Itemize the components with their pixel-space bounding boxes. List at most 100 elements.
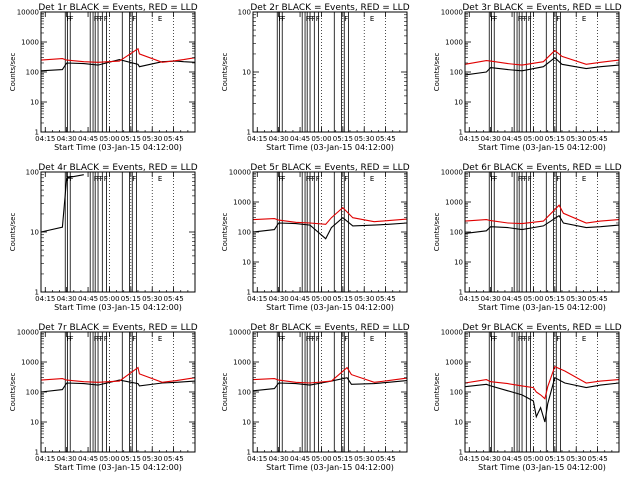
y-axis-label: Counts/sec — [433, 53, 441, 92]
x-tick-label: 04:15 — [459, 135, 479, 143]
y-tick-label: 10 — [30, 419, 39, 427]
y-tick-label: 1000 — [445, 359, 463, 367]
x-tick-label: 05:30 — [142, 455, 162, 463]
x-tick-label: 04:30 — [269, 135, 289, 143]
y-tick-label: 10 — [242, 419, 251, 427]
x-axis-label: Start Time (03-Jan-15 04:12:00) — [266, 303, 394, 312]
flag-letter: F — [344, 15, 348, 23]
y-tick-label: 10 — [242, 259, 251, 267]
y-tick-label: 10 — [30, 99, 39, 107]
x-tick-label: 05:15 — [333, 295, 353, 303]
y-tick-label: 100 — [238, 389, 251, 397]
y-tick-label: 100 — [450, 389, 463, 397]
flag-letter: F — [311, 15, 315, 23]
x-tick-label: 05:15 — [121, 135, 141, 143]
flag-letter: F — [306, 335, 310, 343]
flag-letter: F — [528, 335, 532, 343]
flag-letter: F — [494, 335, 498, 343]
x-tick-label: 05:30 — [142, 295, 162, 303]
x-tick-label: 04:15 — [459, 455, 479, 463]
events-series-line — [40, 174, 84, 233]
flag-letter: F — [97, 175, 101, 183]
flag-letter: F — [132, 15, 136, 23]
x-tick-label: 05:45 — [376, 455, 396, 463]
x-tick-label: 04:45 — [290, 135, 310, 143]
flag-letter: F — [94, 15, 98, 23]
x-tick-label: 04:45 — [78, 295, 98, 303]
y-axis-label: Counts/sec — [433, 213, 441, 252]
flag-letter: E — [158, 335, 162, 343]
x-tick-label: 04:45 — [78, 455, 98, 463]
x-tick-label: 05:30 — [354, 135, 374, 143]
panel-title: Det 5r BLACK = Events, RED = LLD — [250, 163, 409, 173]
flag-letter: F — [132, 335, 136, 343]
panel-title: Det 7r BLACK = Events, RED = LLD — [38, 323, 197, 333]
y-tick-label: 10000 — [17, 9, 39, 17]
x-tick-label: 05:00 — [523, 135, 543, 143]
panel-title: Det 4r BLACK = Events, RED = LLD — [38, 163, 197, 173]
y-tick-label: 1 — [35, 449, 39, 457]
x-tick-label: 05:15 — [121, 455, 141, 463]
panel-title: Det 6r BLACK = Events, RED = LLD — [462, 163, 621, 173]
x-tick-label: 05:00 — [99, 295, 119, 303]
y-tick-label: 1000 — [21, 359, 39, 367]
x-tick-label: 05:45 — [588, 295, 608, 303]
flag-letter: F — [309, 15, 313, 23]
x-tick-label: 04:30 — [57, 455, 77, 463]
x-tick-label: 04:15 — [459, 295, 479, 303]
flag-letter: F — [491, 175, 495, 183]
y-tick-label: 1000 — [233, 359, 251, 367]
y-tick-label: 10 — [454, 419, 463, 427]
y-axis-label: Counts/sec — [9, 373, 17, 412]
x-tick-label: 04:30 — [481, 455, 501, 463]
events-series-line — [40, 59, 196, 72]
y-tick-label: 10 — [242, 69, 251, 77]
flag-letter: F — [70, 15, 74, 23]
flag-letter: F — [494, 175, 498, 183]
y-tick-label: 1 — [459, 289, 463, 297]
x-tick-label: 04:45 — [290, 295, 310, 303]
y-tick-label: 10 — [454, 99, 463, 107]
flag-letter: F — [67, 15, 71, 23]
y-tick-label: 10000 — [17, 329, 39, 337]
x-tick-label: 04:15 — [35, 455, 55, 463]
flag-letter: F — [316, 175, 320, 183]
y-tick-label: 10000 — [441, 329, 463, 337]
panel-title: Det 9r BLACK = Events, RED = LLD — [462, 323, 621, 333]
x-tick-label: 05:00 — [311, 295, 331, 303]
lld-series-line — [464, 365, 620, 400]
flag-letter: F — [528, 15, 532, 23]
flag-letter: F — [309, 175, 313, 183]
y-tick-label: 100 — [238, 9, 251, 17]
x-tick-label: 05:00 — [523, 455, 543, 463]
x-tick-label: 05:45 — [376, 135, 396, 143]
x-tick-label: 05:00 — [523, 295, 543, 303]
y-tick-label: 1 — [35, 289, 39, 297]
flag-letter: F — [344, 175, 348, 183]
flag-letter: F — [556, 175, 560, 183]
y-tick-label: 1 — [35, 129, 39, 137]
flag-letter: F — [279, 175, 283, 183]
flag-letter: E — [582, 175, 586, 183]
x-tick-label: 05:45 — [164, 455, 184, 463]
flag-letter: F — [556, 15, 560, 23]
x-tick-label: 04:15 — [247, 135, 267, 143]
x-tick-label: 04:15 — [247, 295, 267, 303]
flag-letter: F — [94, 175, 98, 183]
flag-letter: F — [94, 335, 98, 343]
x-tick-label: 04:30 — [269, 295, 289, 303]
x-tick-label: 04:45 — [290, 455, 310, 463]
events-series-line — [464, 56, 620, 76]
flag-letter: F — [521, 175, 525, 183]
lld-series-line — [40, 47, 196, 63]
